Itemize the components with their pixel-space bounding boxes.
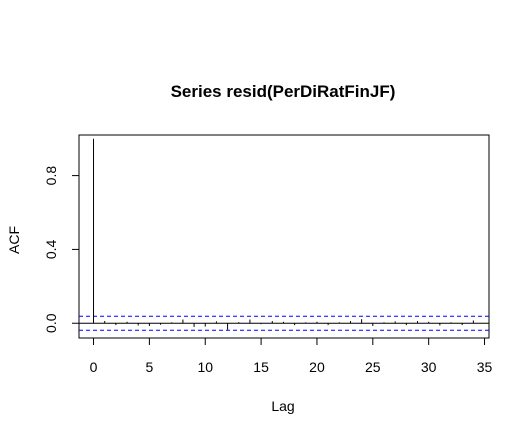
y-axis-label: ACF (6, 226, 22, 254)
x-tick-label: 25 (365, 359, 381, 375)
x-tick-label: 35 (477, 359, 493, 375)
y-tick-label: 0.8 (43, 166, 59, 186)
chart-title: Series resid(PerDiRatFinJF) (171, 82, 396, 101)
y-tick-label: 0.4 (43, 239, 59, 259)
x-axis-label: Lag (271, 398, 294, 414)
x-tick-label: 20 (309, 359, 325, 375)
y-tick-label: 0.0 (43, 313, 59, 333)
x-tick-label: 30 (421, 359, 437, 375)
x-tick-label: 15 (253, 359, 269, 375)
plot-box (78, 134, 490, 339)
x-tick-label: 10 (197, 359, 213, 375)
x-tick-label: 5 (145, 359, 153, 375)
x-tick-label: 0 (90, 359, 98, 375)
